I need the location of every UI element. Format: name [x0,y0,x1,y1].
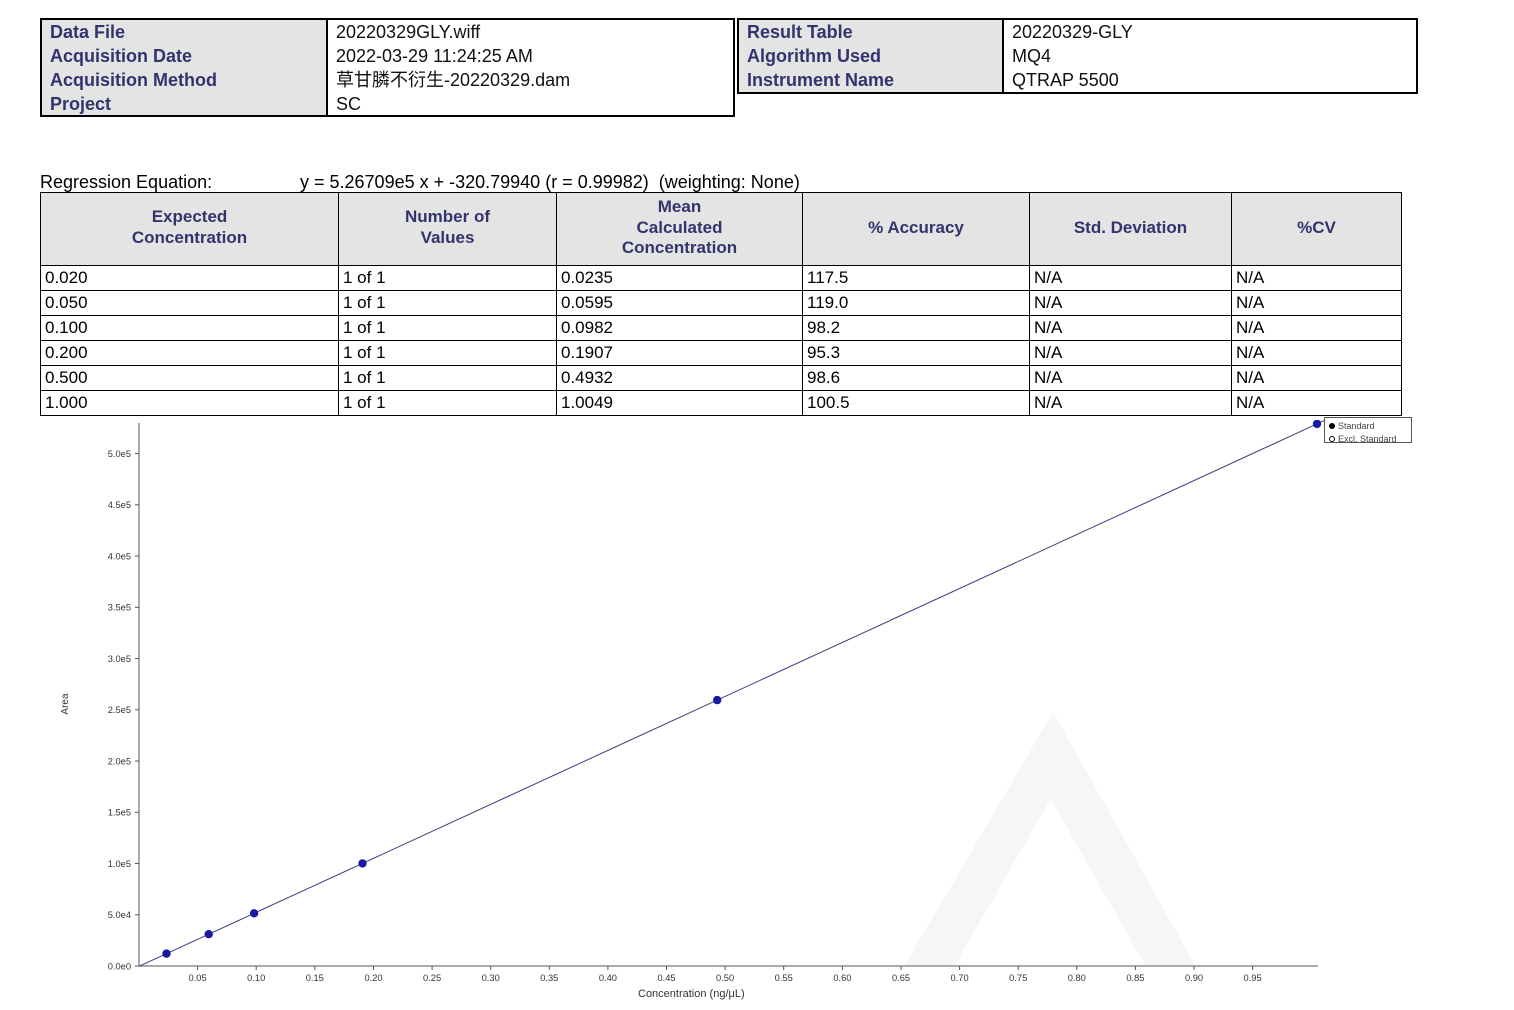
svg-text:0.15: 0.15 [306,973,324,983]
svg-text:0.65: 0.65 [892,973,910,983]
svg-text:2.0e5: 2.0e5 [108,756,131,766]
svg-text:0.60: 0.60 [833,973,851,983]
svg-text:1.0e5: 1.0e5 [108,859,131,869]
svg-text:0.10: 0.10 [247,973,265,983]
svg-text:5.0e5: 5.0e5 [108,449,131,459]
svg-text:0.40: 0.40 [599,973,617,983]
svg-text:0.45: 0.45 [657,973,675,983]
svg-text:0.80: 0.80 [1068,973,1086,983]
svg-text:0.0e0: 0.0e0 [108,961,131,971]
svg-text:3.0e5: 3.0e5 [108,654,131,664]
svg-text:0.20: 0.20 [364,973,382,983]
svg-text:0.25: 0.25 [423,973,441,983]
svg-text:0.30: 0.30 [482,973,500,983]
svg-text:0.70: 0.70 [951,973,969,983]
svg-text:2.5e5: 2.5e5 [108,705,131,715]
svg-text:0.05: 0.05 [189,973,207,983]
svg-text:4.0e5: 4.0e5 [108,551,131,561]
svg-text:4.5e5: 4.5e5 [108,500,131,510]
svg-text:0.35: 0.35 [540,973,558,983]
svg-text:0.95: 0.95 [1244,973,1262,983]
svg-text:0.75: 0.75 [1009,973,1027,983]
svg-text:0.50: 0.50 [716,973,734,983]
svg-text:5.0e4: 5.0e4 [108,910,131,920]
svg-text:0.90: 0.90 [1185,973,1203,983]
svg-text:0.85: 0.85 [1126,973,1144,983]
svg-text:1.5e5: 1.5e5 [108,808,131,818]
svg-text:3.5e5: 3.5e5 [108,603,131,613]
svg-text:0.55: 0.55 [775,973,793,983]
